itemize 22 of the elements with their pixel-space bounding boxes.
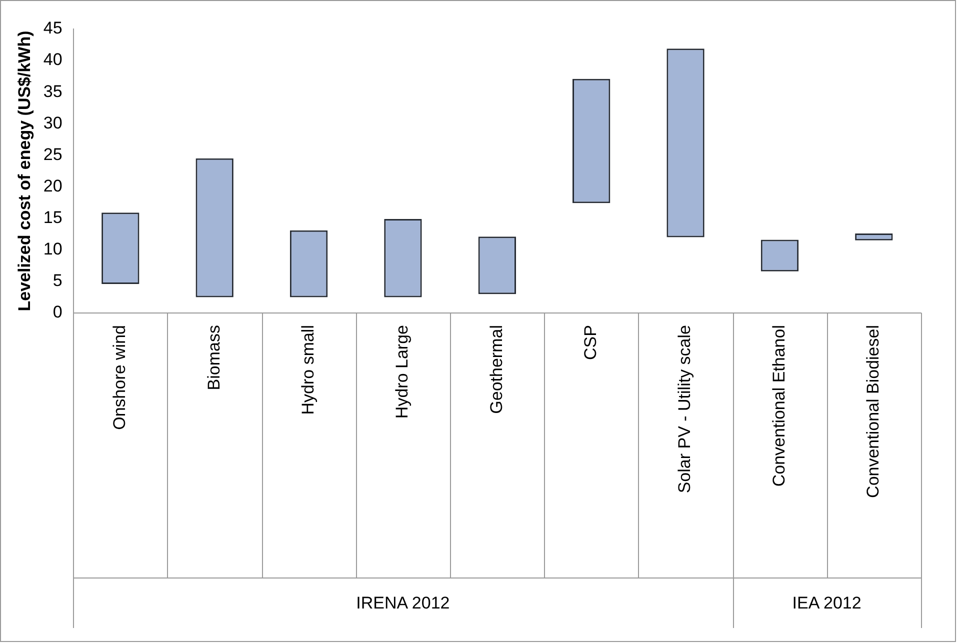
y-tick-label: 0 xyxy=(52,302,62,322)
x-tick-label: Biomass xyxy=(204,325,224,390)
y-tick-label: 20 xyxy=(43,176,62,196)
x-tick-label: Conventional Ethanol xyxy=(769,325,788,487)
x-tick-label: Hydro Large xyxy=(392,325,412,419)
text: IEA 2012 xyxy=(792,594,862,613)
text: IRENA 2012 xyxy=(356,594,450,613)
y-tick-label: 10 xyxy=(43,240,62,259)
x-tick-label: CSP xyxy=(581,325,600,360)
y-tick-label: 30 xyxy=(43,113,62,132)
x-tick-label: Onshore wind xyxy=(110,325,130,430)
y-tick-label: 35 xyxy=(43,82,62,101)
y-tick-label: 15 xyxy=(43,208,62,228)
y-tick-label: 40 xyxy=(43,50,62,70)
x-tick-label: Solar PV - Utility scale xyxy=(675,325,694,494)
x-tick-label: Hydro small xyxy=(298,325,318,415)
y-axis-title: Levelized cost of enegy (US$/kWh) xyxy=(14,30,34,312)
x-tick-label: Geothermal xyxy=(486,325,506,414)
y-tick-label: 25 xyxy=(43,144,62,164)
x-tick-label: Conventional Biodiesel xyxy=(864,325,883,498)
y-tick-label: 45 xyxy=(43,18,62,38)
y-tick-label: 5 xyxy=(52,271,62,290)
